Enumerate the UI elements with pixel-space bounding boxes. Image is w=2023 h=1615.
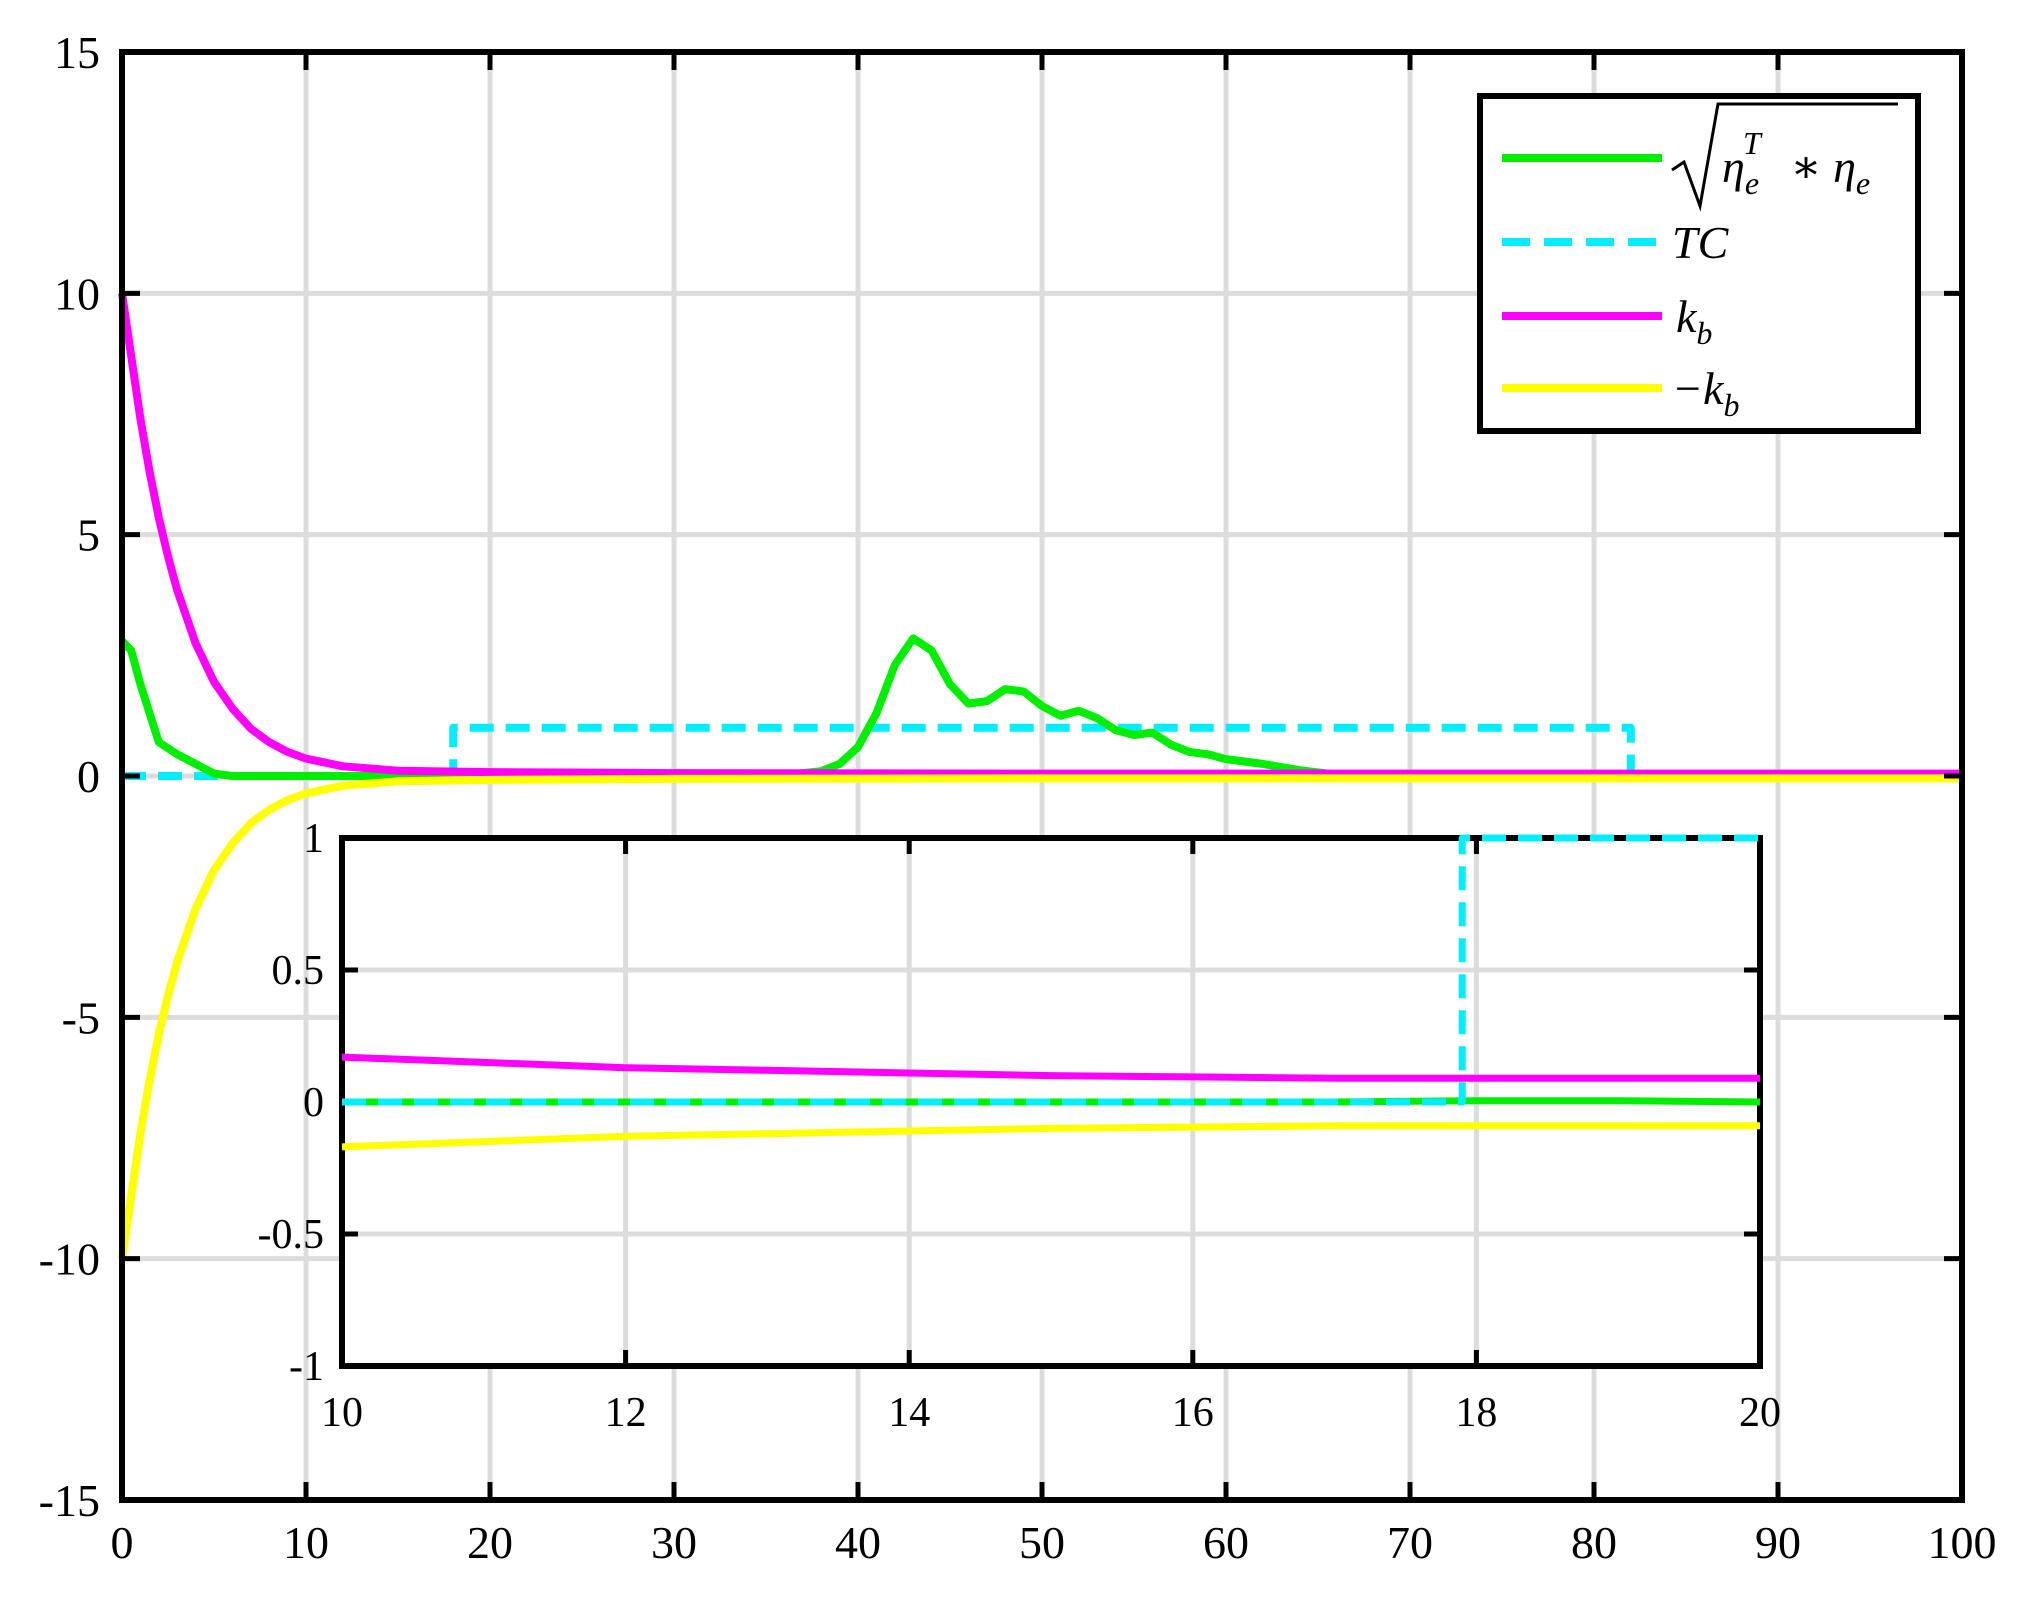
main-series-0 [119,634,1962,780]
main-ytick-label-4: -5 [62,992,100,1043]
main-xtick-label-0: 0 [111,1517,134,1568]
inset-series-1 [342,834,1760,1106]
main-xtick-label-4: 40 [835,1517,881,1568]
inset-series-0 [342,1097,1761,1106]
main-xtick-label-3: 30 [651,1517,697,1568]
inset-tick-labels: 10 12 14 16 18 20 1 0.5 0 -0.5 -1 [258,816,1782,1436]
legend-sqrt-symbol [1671,102,1898,212]
legend-entry-tc: TC [1502,217,1730,268]
main-xtick-label-2: 20 [467,1517,513,1568]
inset-xtick-label-0: 10 [321,1390,363,1436]
main-series [118,292,1962,1260]
main-xtick-label-1: 10 [283,1517,329,1568]
inset-ytick-label-4: -1 [289,1344,324,1390]
inset-chart: 10 12 14 16 18 20 1 0.5 0 -0.5 -1 [258,816,1782,1436]
legend-entry-kb: k_b kb [1502,291,1712,351]
legend-entry-eta-norm: √(η_e^T * η_e) ηeT ∗ ηe [1502,102,1898,212]
main-plot-frame [119,49,1965,1503]
inset-ytick-label-1: 0.5 [272,948,325,994]
inset-ytick-label-0: 1 [303,816,324,862]
legend-label-tc: TC [1672,217,1730,268]
main-ytick-label-5: -10 [39,1234,100,1285]
inset-xtick-label-4: 18 [1455,1390,1497,1436]
main-ytick-label-6: -15 [39,1475,100,1526]
main-xtick-label-7: 70 [1387,1517,1433,1568]
inset-xtick-label-5: 20 [1739,1390,1781,1436]
inset-series-3 [341,1122,1760,1151]
main-ytick-label-0: 15 [54,27,100,78]
legend-entry-neg-kb: −k_b −kb [1502,363,1739,423]
legend-box [1477,93,1921,434]
inset-series-2 [341,1053,1760,1082]
main-xtick-label-8: 80 [1571,1517,1617,1568]
inset-xtick-label-2: 14 [888,1390,930,1436]
main-ytick-label-1: 10 [54,268,100,319]
inset-series [341,834,1761,1151]
main-xtick-label-5: 50 [1019,1517,1065,1568]
inset-ytick-label-2: 0 [303,1080,324,1126]
main-xtick-label-10: 100 [1928,1517,1997,1568]
main-xtick-label-6: 60 [1203,1517,1249,1568]
inset-ytick-label-3: -0.5 [258,1212,325,1258]
main-series-3 [118,774,1962,1260]
inset-xtick-label-3: 16 [1172,1390,1214,1436]
legend-eta-norm-display: ηeT ∗ ηe [1722,125,1870,201]
legend: √(η_e^T * η_e) ηeT ∗ ηe TC k_b kb −k_b −… [1477,93,1921,434]
main-series-2 [118,292,1962,778]
main-ytick-label-2: 5 [77,510,100,561]
main-xtick-label-9: 90 [1755,1517,1801,1568]
inset-xtick-label-1: 12 [605,1390,647,1436]
main-ytick-label-3: 0 [77,751,100,802]
